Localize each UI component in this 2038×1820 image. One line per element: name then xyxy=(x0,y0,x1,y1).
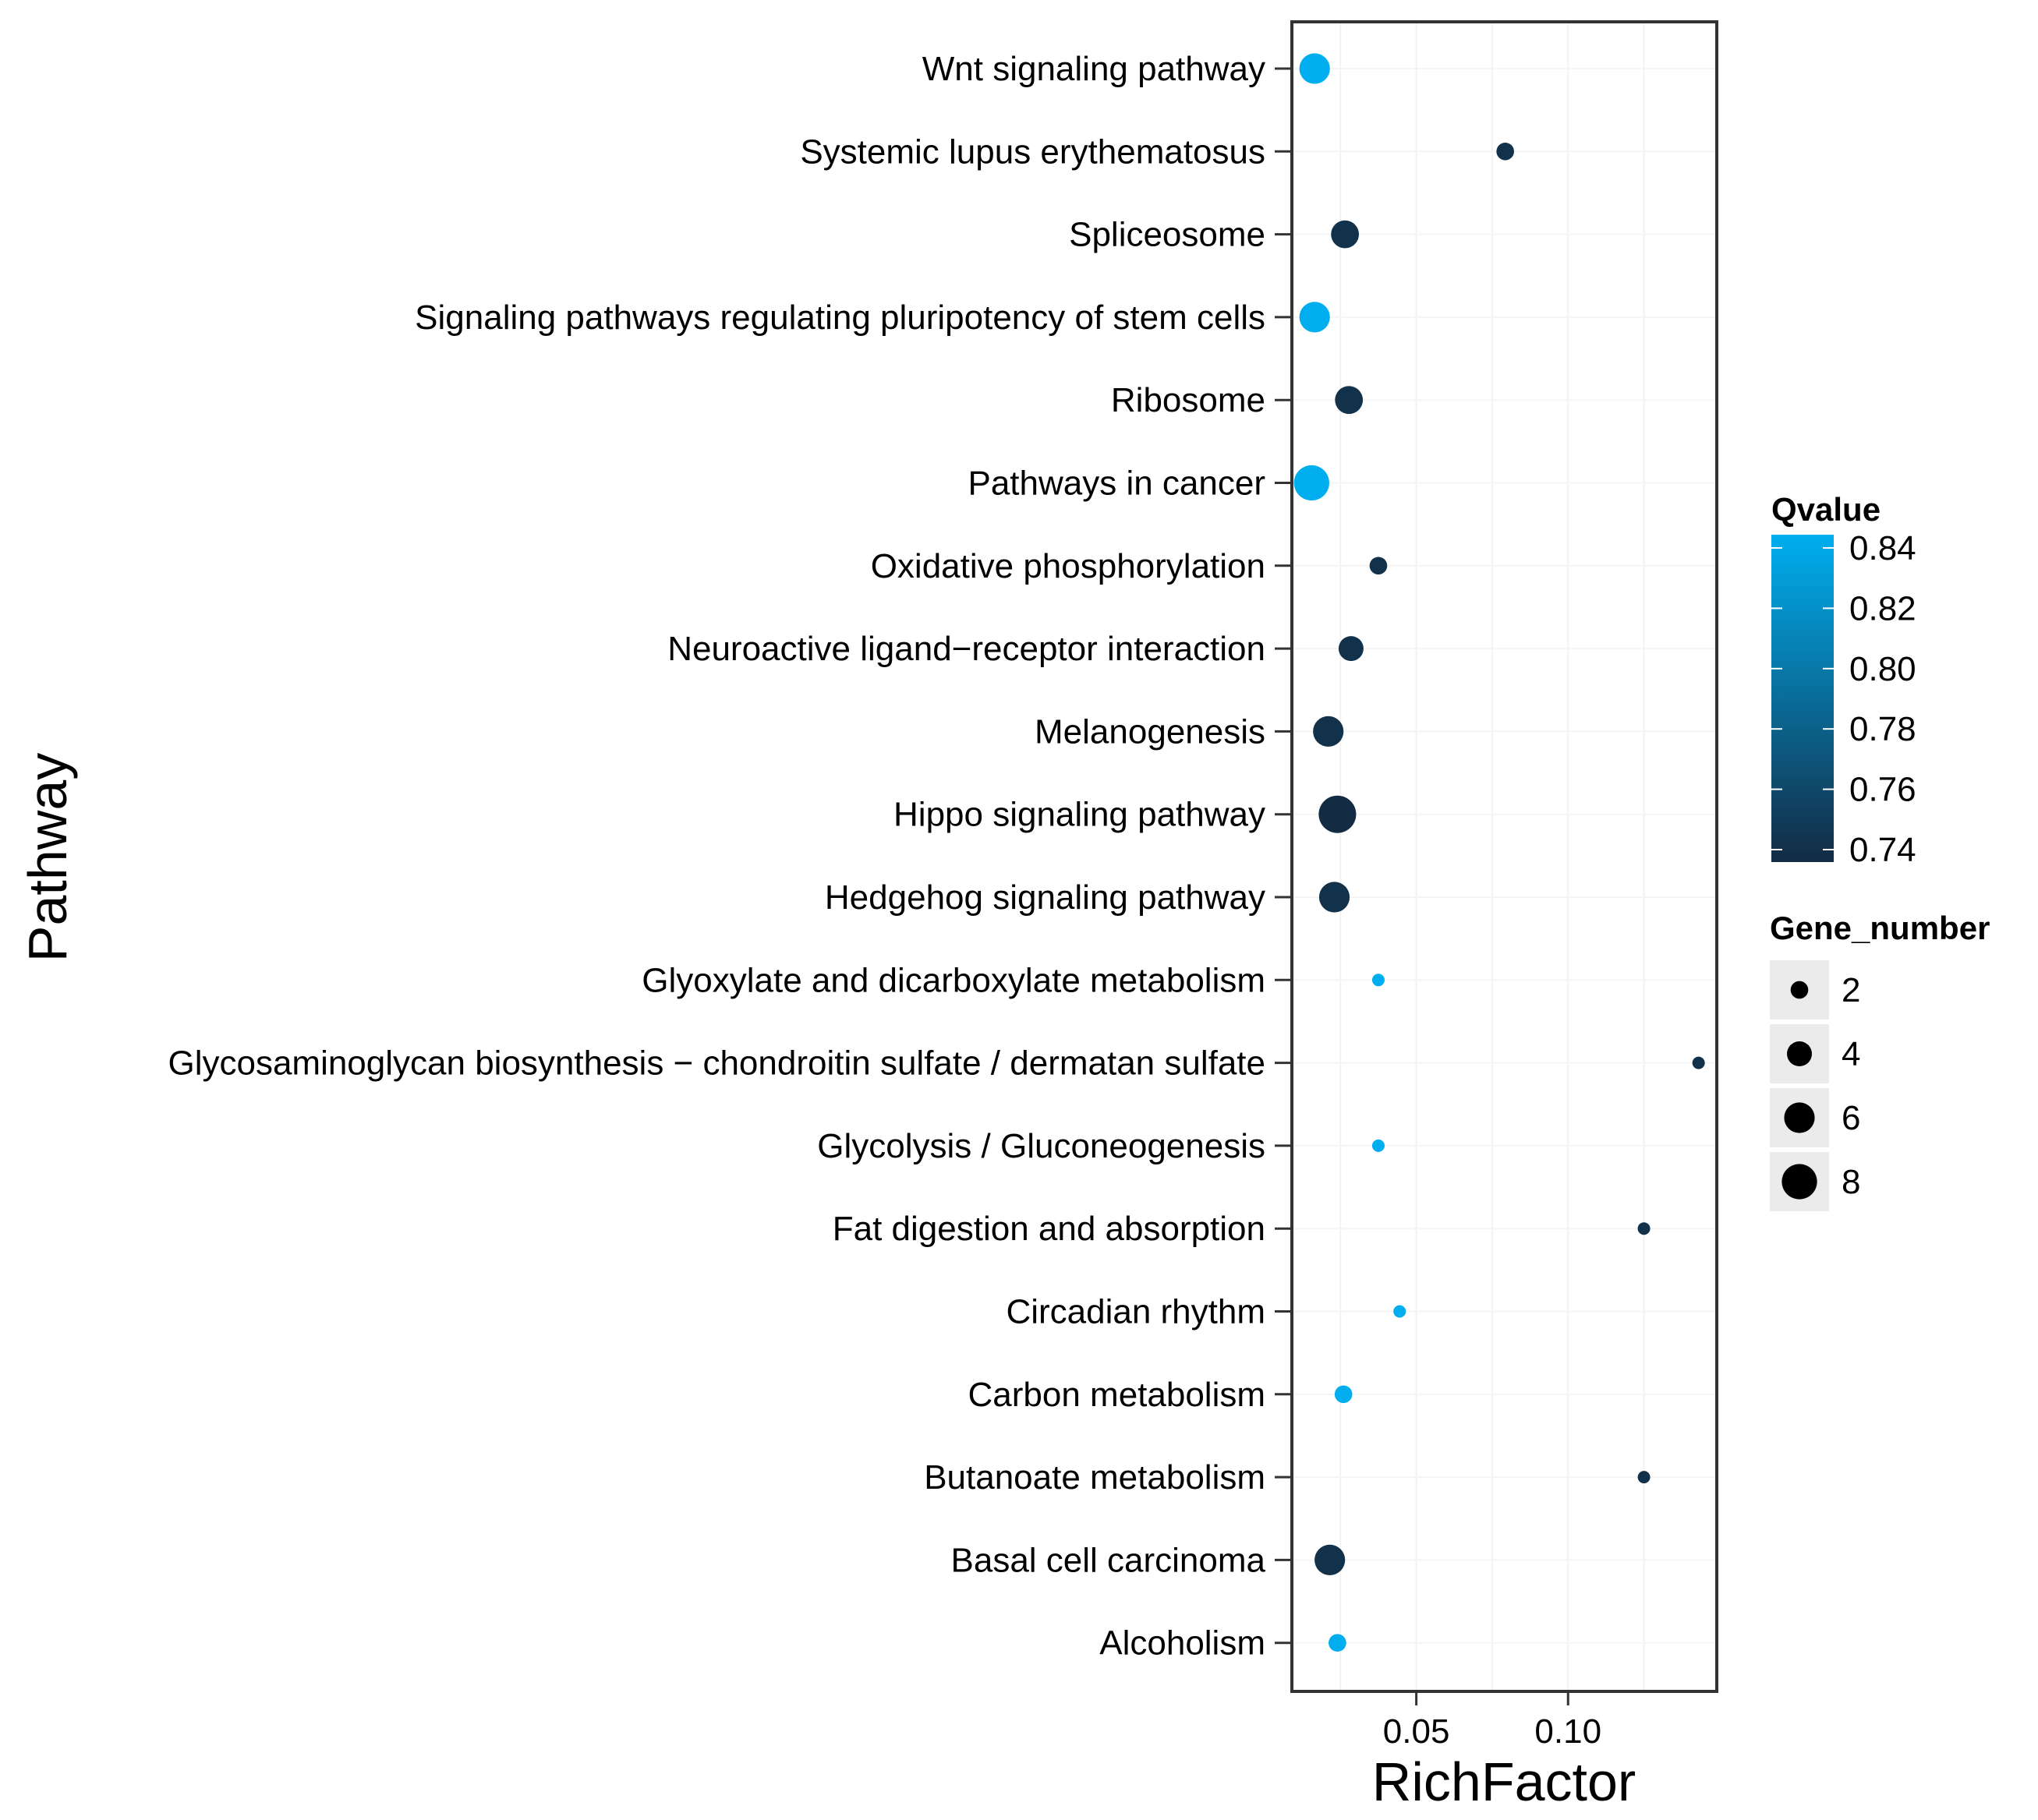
colorbar-tick-label: 0.76 xyxy=(1849,771,1916,809)
data-point xyxy=(1637,1222,1651,1235)
y-tick-label: Glyoxylate and dicarboxylate metabolism xyxy=(642,961,1265,999)
data-point xyxy=(1637,1471,1651,1484)
y-tick-label: Neuroactive ligand−receptor interaction xyxy=(667,630,1265,668)
colorbar-tick-label: 0.80 xyxy=(1849,650,1916,688)
size-legend-dot xyxy=(1787,1041,1812,1066)
y-axis-title: Pathway xyxy=(17,753,78,962)
data-point xyxy=(1496,142,1514,161)
data-point xyxy=(1313,716,1344,747)
data-point xyxy=(1692,1056,1705,1069)
data-point xyxy=(1329,1634,1346,1652)
data-point xyxy=(1393,1305,1406,1318)
colorbar-tick-label: 0.84 xyxy=(1849,529,1916,567)
size-legend-dot xyxy=(1790,981,1809,999)
colorbar-tick-label: 0.78 xyxy=(1849,710,1916,748)
qvalue-legend: Qvalue 0.84 0.82 0.80 0.78 0.76 0.74 xyxy=(1771,491,1916,869)
y-tick-label: Hedgehog signaling pathway xyxy=(825,878,1265,917)
size-legend-label: 2 xyxy=(1842,971,1860,1009)
y-tick-label: Alcoholism xyxy=(1099,1624,1265,1663)
data-point xyxy=(1318,882,1350,913)
x-axis-title: RichFactor xyxy=(1372,1751,1636,1812)
y-tick-label: Systemic lupus erythematosus xyxy=(800,133,1265,171)
data-point xyxy=(1334,1385,1353,1404)
y-tick-label: Signaling pathways regulating pluripoten… xyxy=(415,299,1265,337)
y-tick-label: Glycosaminoglycan biosynthesis − chondro… xyxy=(168,1044,1265,1083)
qvalue-colorbar-ticks: 0.84 0.82 0.80 0.78 0.76 0.74 xyxy=(1771,529,1916,869)
colorbar-tick-label: 0.74 xyxy=(1849,831,1916,869)
y-tick-label: Glycolysis / Gluconeogenesis xyxy=(817,1127,1265,1165)
data-point xyxy=(1371,974,1385,987)
y-tick-label: Carbon metabolism xyxy=(968,1376,1266,1414)
y-tick-label: Spliceosome xyxy=(1069,216,1265,254)
gene-number-legend: Gene_number 2 4 6 8 xyxy=(1770,910,1990,1211)
data-points xyxy=(1293,53,1705,1652)
data-point xyxy=(1369,557,1388,575)
x-tick-label: 0.10 xyxy=(1534,1712,1601,1751)
y-tick-label: Basal cell carcinoma xyxy=(951,1541,1266,1579)
y-tick-label: Fat digestion and absorption xyxy=(833,1210,1265,1248)
data-point xyxy=(1318,795,1357,833)
y-tick-label: Oxidative phosphorylation xyxy=(871,547,1265,585)
size-legend-label: 6 xyxy=(1842,1099,1860,1137)
data-point xyxy=(1371,1139,1385,1152)
y-tick-label: Melanogenesis xyxy=(1035,712,1265,751)
x-tick-label: 0.05 xyxy=(1383,1712,1450,1751)
y-tick-label: Ribosome xyxy=(1111,381,1265,419)
size-legend-dot xyxy=(1784,1102,1815,1133)
size-legend-dot xyxy=(1781,1164,1817,1200)
data-point xyxy=(1299,302,1330,333)
data-point xyxy=(1299,53,1330,84)
qvalue-colorbar xyxy=(1771,535,1834,862)
data-point xyxy=(1335,386,1364,415)
y-tick-label: Pathways in cancer xyxy=(968,465,1265,503)
x-axis: 0.05 0.10 xyxy=(1383,1691,1601,1751)
data-point xyxy=(1338,636,1364,662)
y-tick-label: Wnt signaling pathway xyxy=(922,50,1265,88)
data-point xyxy=(1314,1544,1346,1575)
colorbar-tick-label: 0.82 xyxy=(1849,589,1916,627)
y-tick-label: Butanoate metabolism xyxy=(924,1458,1265,1497)
size-legend-label: 4 xyxy=(1842,1035,1860,1073)
qvalue-legend-title: Qvalue xyxy=(1771,491,1881,528)
gene-number-legend-title: Gene_number xyxy=(1770,910,1990,946)
size-legend-label: 8 xyxy=(1842,1163,1860,1201)
panel-border xyxy=(1290,20,1718,1693)
data-point xyxy=(1293,465,1329,501)
y-tick-label: Hippo signaling pathway xyxy=(893,796,1265,834)
gene-number-legend-items: 2 4 6 8 xyxy=(1770,960,1860,1211)
data-point xyxy=(1331,220,1360,249)
panel-background xyxy=(1292,22,1717,1691)
y-axis: Wnt signaling pathway Systemic lupus eryt… xyxy=(168,50,1292,1663)
y-tick-label: Circadian rhythm xyxy=(1006,1293,1265,1331)
